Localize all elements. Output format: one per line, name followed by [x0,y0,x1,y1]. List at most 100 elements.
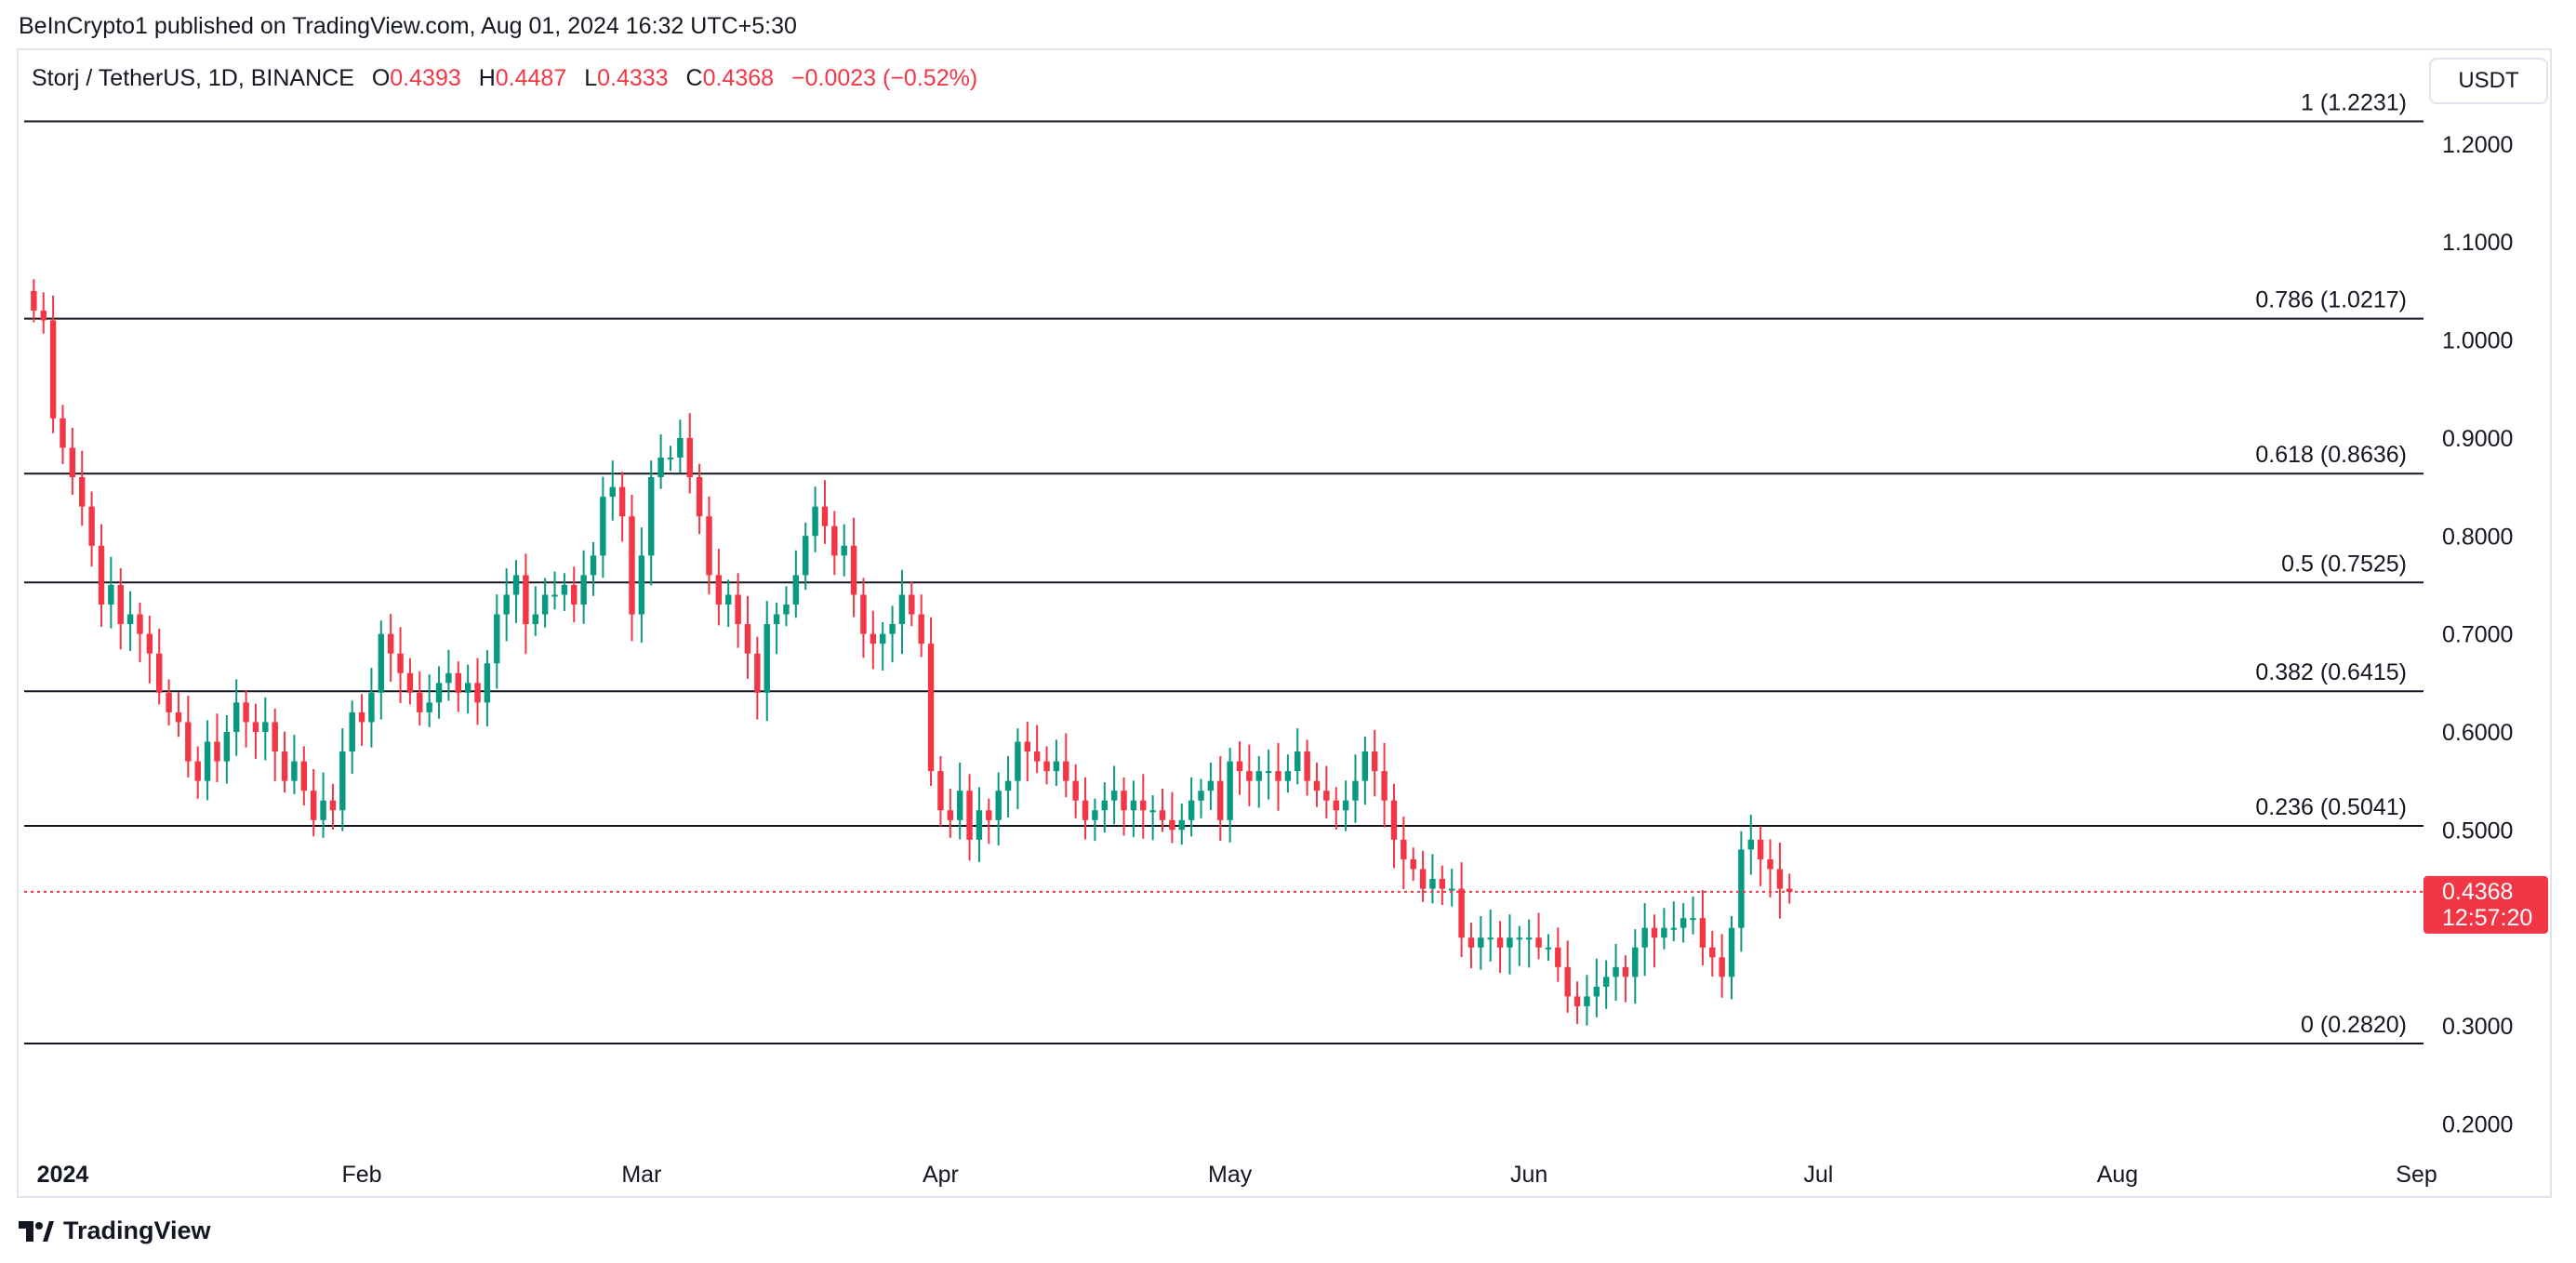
candle-body-135 [1333,800,1339,811]
candle-body-27 [291,761,298,781]
low-value: 0.4333 [597,65,669,91]
candle-body-33 [349,711,355,752]
candle-body-123 [1217,780,1224,820]
candle-body-40 [417,692,423,712]
candle-body-29 [310,791,317,820]
candle-body-16 [185,722,192,762]
candle-body-178 [1747,839,1754,850]
candle-body-74 [744,624,751,654]
candle-body-118 [1169,819,1175,831]
x-tick-8: Sep [2396,1162,2437,1188]
y-tick-1: 1.1000 [2442,230,2513,256]
candle-body-18 [204,741,211,781]
candle-body-3 [60,418,66,448]
candle-body-2 [49,320,57,419]
candle-body-138 [1361,751,1369,781]
candle-body-53 [541,594,549,615]
candle-body-86 [860,594,867,634]
close-label: C [685,65,703,91]
candle-body-113 [1121,791,1127,811]
candle-body-141 [1390,800,1398,840]
candle-body-5 [79,477,86,507]
candle-body-128 [1265,771,1272,774]
tradingview-logo[interactable]: TradingView [19,1216,211,1245]
candle-body-64 [648,477,655,556]
y-tick-3: 0.9000 [2442,426,2513,452]
candle-body-92 [918,614,924,645]
candle-body-59 [600,497,606,556]
candle-body-52 [532,614,538,625]
candle-body-68 [686,437,693,478]
candle-body-134 [1323,791,1330,801]
candle-body-56 [571,584,578,605]
candle-body-97 [966,791,973,840]
candle-body-21 [232,702,240,732]
candle-body-182 [1786,888,1793,892]
candle-body-24 [262,722,269,732]
candle-body-150 [1478,937,1484,948]
candle-body-107 [1063,761,1069,781]
fib-label-3: 0.5 (0.7525) [2281,551,2407,577]
candle-body-0 [31,290,37,311]
countdown-value: 12:57:20 [2442,905,2532,931]
candle-body-137 [1352,780,1359,801]
candle-body-89 [889,624,896,634]
candle-body-166 [1632,947,1639,977]
y-tick-0: 1.2000 [2442,132,2513,158]
x-axis: 2024 Feb Mar Apr May Jun Jul Aug Sep [37,1162,2437,1188]
candle-body-94 [937,771,944,811]
fib-label-4: 0.382 (0.6415) [2255,659,2407,685]
candle-body-77 [773,614,780,625]
candle-body-23 [252,722,259,732]
candle-body-163 [1602,977,1610,987]
candle-body-119 [1178,819,1185,831]
symbol-name[interactable]: Storj / TetherUS, 1D, BINANCE [32,65,354,91]
candle-body-25 [272,722,278,752]
x-tick-6: Jul [1803,1162,1833,1188]
x-tick-7: Aug [2097,1162,2138,1188]
candle-body-99 [986,810,992,820]
candle-body-70 [706,516,712,576]
candle-body-60 [609,486,616,498]
candle-body-161 [1584,996,1590,1006]
y-tick-6: 0.6000 [2442,720,2513,746]
chart-frame [17,48,2552,1198]
candle-body-148 [1458,888,1465,938]
currency-button[interactable]: USDT [2429,58,2548,104]
candle-body-170 [1670,927,1678,930]
candle-body-147 [1448,888,1455,891]
candle-body-42 [435,683,443,703]
candle-body-95 [947,810,954,820]
y-axis: 1.2000 1.1000 1.0000 0.9000 0.8000 0.7000 0.60… [2442,132,2513,1138]
candle-body-8 [108,584,114,605]
candle-body-11 [137,614,143,634]
candle-body-51 [523,575,529,625]
candle-body-35 [368,692,375,723]
candle-body-32 [339,751,346,811]
candle-body-28 [300,761,308,791]
candle-body-34 [358,711,365,723]
candle-body-58 [590,555,597,576]
candle-body-63 [638,555,645,615]
candle-body-171 [1680,918,1687,928]
candle-body-31 [329,800,337,811]
y-tick-7: 0.5000 [2442,818,2513,844]
fib-levels: 1 (1.2231) 0.786 (1.0217) 0.618 (0.8636) 0.… [24,89,2423,1044]
candle-body-75 [754,653,761,693]
candle-body-129 [1275,771,1281,781]
candle-body-82 [821,506,829,526]
x-tick-1: Feb [342,1162,382,1188]
brand-name: TradingView [63,1216,211,1244]
candle-body-38 [397,653,404,673]
candle-body-122 [1207,780,1215,791]
candle-body-43 [445,672,452,684]
candle-body-175 [1719,957,1725,977]
close-value: 0.4368 [702,65,775,91]
candle-body-1 [40,310,46,321]
candle-body-47 [484,663,491,703]
candle-body-73 [735,594,741,625]
candle-body-109 [1082,800,1089,820]
candle-body-156 [1535,937,1542,948]
candle-body-65 [657,457,664,478]
